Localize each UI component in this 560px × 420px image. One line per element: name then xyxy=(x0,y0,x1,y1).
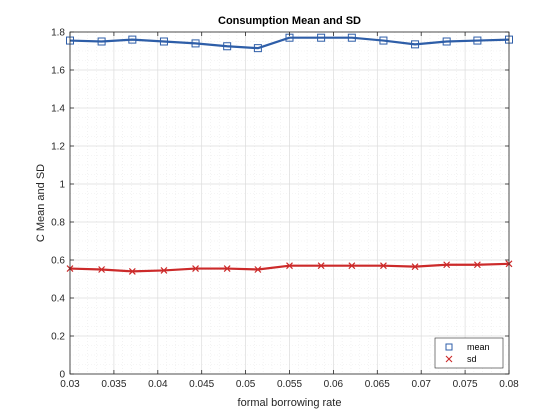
mean-point xyxy=(473,36,482,45)
sd-point xyxy=(254,266,262,273)
mean-point xyxy=(253,44,262,53)
x-tick-label: 0.055 xyxy=(277,379,302,390)
mean-point xyxy=(191,39,200,48)
y-tick-label: 1.4 xyxy=(51,104,65,115)
sd-point xyxy=(128,267,136,275)
sd-point xyxy=(223,265,231,272)
x-tick-label: 0.035 xyxy=(101,379,126,390)
sd-point xyxy=(98,266,106,273)
series-sd xyxy=(66,260,513,275)
x-tick-labels: 0.03 0.035 0.04 0.045 0.05 0.055 0.06 0.065 0.07… xyxy=(60,379,519,390)
series-mean xyxy=(66,33,513,53)
series-layer xyxy=(66,33,513,275)
x-tick-label: 0.05 xyxy=(236,379,256,390)
mean-point xyxy=(128,35,137,44)
x-tick-label: 0.06 xyxy=(324,379,344,390)
sd-point xyxy=(286,262,293,270)
mean-point xyxy=(379,36,388,45)
x-tick-label: 0.065 xyxy=(365,379,390,390)
sd-point xyxy=(411,263,419,271)
legend-box xyxy=(434,337,504,369)
legend: mean sd xyxy=(434,337,504,369)
major-grid xyxy=(69,31,510,375)
sd-point xyxy=(192,265,199,272)
chart-title: Consumption Mean and SD xyxy=(218,15,361,27)
sd-point xyxy=(380,262,387,270)
mean-point xyxy=(317,33,326,42)
x-tick-label: 0.08 xyxy=(499,379,519,390)
sd-point xyxy=(160,267,168,274)
x-tick-label: 0.075 xyxy=(453,379,478,390)
y-tick-label: 0.4 xyxy=(51,294,65,305)
y-tick-label: 0.8 xyxy=(51,218,65,229)
y-tick-labels: 0 0.2 0.4 0.6 0.8 1 1.2 1.4 1.6 1.8 xyxy=(51,28,65,381)
mean-point xyxy=(97,37,106,46)
y-axis-label: C Mean and SD xyxy=(35,164,47,242)
mean-point xyxy=(442,37,451,46)
y-tick-label: 0.6 xyxy=(51,256,65,267)
mean-line xyxy=(69,36,510,50)
y-tick-label: 1.6 xyxy=(51,66,65,77)
sd-point xyxy=(443,261,451,269)
sd-point xyxy=(317,262,325,270)
y-tick-label: 0.2 xyxy=(51,332,65,343)
x-tick-label: 0.03 xyxy=(60,379,80,390)
x-tick-label: 0.07 xyxy=(411,379,431,390)
y-tick-label: 1.8 xyxy=(51,28,65,39)
legend-label-sd: sd xyxy=(467,354,477,364)
mean-point xyxy=(411,40,420,49)
legend-marker-sd xyxy=(445,355,453,363)
x-axis-label: formal borrowing rate xyxy=(238,397,342,409)
legend-label-mean: mean xyxy=(467,342,490,352)
legend-marker-mean xyxy=(445,343,453,351)
mean-point xyxy=(159,37,168,46)
sd-point xyxy=(348,262,356,270)
y-tick-label: 1 xyxy=(59,180,65,191)
x-tick-label: 0.045 xyxy=(189,379,214,390)
y-tick-label: 0 xyxy=(59,370,65,381)
sd-point xyxy=(473,261,481,269)
mean-point xyxy=(223,42,232,51)
axis-ticks xyxy=(69,31,510,375)
mean-point xyxy=(347,33,356,42)
x-tick-label: 0.04 xyxy=(148,379,168,390)
y-tick-label: 1.2 xyxy=(51,142,65,153)
